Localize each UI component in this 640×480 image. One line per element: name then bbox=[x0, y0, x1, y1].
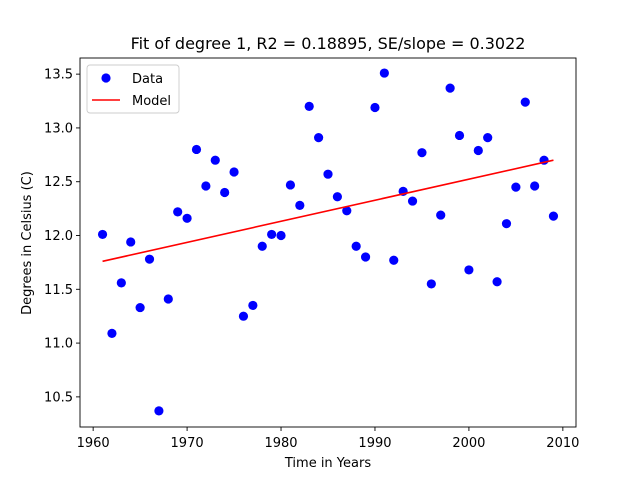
data-point bbox=[238, 311, 249, 321]
data-point bbox=[407, 196, 418, 206]
data-point bbox=[379, 68, 389, 78]
data-point bbox=[483, 133, 493, 143]
plot-area: 1960 1970 1980 1990 2000 2010 10.5 11.0 11.5 12.0… bbox=[44, 57, 579, 451]
data-point bbox=[332, 192, 342, 202]
data-point bbox=[417, 148, 427, 158]
x-tick-label: 1960 bbox=[77, 436, 110, 451]
data-point bbox=[210, 155, 220, 165]
legend: Data Model bbox=[86, 64, 180, 114]
data-point bbox=[520, 97, 530, 107]
legend-label-model: Model bbox=[132, 94, 171, 109]
data-point bbox=[426, 279, 436, 289]
legend-data-marker bbox=[101, 73, 111, 83]
x-tick-label: 2010 bbox=[546, 436, 579, 451]
data-point bbox=[97, 229, 108, 240]
y-tick-label: 10.5 bbox=[44, 390, 73, 405]
data-point bbox=[548, 211, 559, 221]
y-tick-label: 13.5 bbox=[44, 68, 73, 83]
data-point bbox=[191, 144, 202, 155]
axes-frame bbox=[79, 57, 577, 428]
data-point bbox=[201, 181, 211, 191]
data-point bbox=[351, 241, 361, 251]
y-tick-label: 12.0 bbox=[44, 229, 73, 244]
data-point bbox=[436, 210, 446, 220]
model-line bbox=[102, 159, 554, 263]
data-point bbox=[276, 230, 286, 241]
x-tick-label: 1990 bbox=[358, 436, 391, 451]
y-tick-label: 11.0 bbox=[44, 337, 73, 352]
data-point bbox=[182, 213, 192, 223]
data-point bbox=[257, 241, 267, 251]
y-axis-label: Degrees in Celsius (C) bbox=[20, 171, 35, 315]
data-point bbox=[126, 237, 136, 247]
data-point bbox=[473, 145, 483, 156]
data-point bbox=[285, 180, 296, 190]
data-point bbox=[342, 206, 352, 216]
x-tick-label: 1970 bbox=[171, 436, 204, 451]
data-point bbox=[220, 187, 230, 198]
data-point bbox=[154, 406, 164, 416]
data-point bbox=[323, 169, 333, 179]
data-point bbox=[267, 229, 277, 240]
data-point bbox=[248, 300, 258, 311]
data-point bbox=[314, 133, 324, 143]
data-point bbox=[445, 83, 455, 93]
data-point bbox=[144, 254, 155, 264]
data-point bbox=[135, 302, 145, 313]
data-point bbox=[116, 278, 126, 288]
data-point bbox=[492, 277, 502, 287]
y-tick-label: 13.0 bbox=[44, 121, 73, 136]
legend-label-data: Data bbox=[132, 72, 163, 87]
data-point bbox=[511, 182, 521, 192]
data-point bbox=[501, 219, 512, 229]
x-tick-label: 2000 bbox=[452, 436, 485, 451]
data-point bbox=[229, 167, 239, 177]
y-tick-label: 12.5 bbox=[44, 175, 73, 190]
x-axis-label: Time in Years bbox=[284, 456, 371, 471]
data-point bbox=[464, 265, 474, 275]
data-point bbox=[370, 102, 380, 113]
data-point bbox=[295, 200, 305, 210]
data-point bbox=[107, 328, 117, 339]
data-point bbox=[389, 255, 399, 265]
data-point bbox=[304, 101, 314, 112]
x-tick-label: 1980 bbox=[264, 436, 297, 451]
data-point bbox=[173, 207, 183, 217]
data-point bbox=[530, 181, 540, 191]
data-point bbox=[360, 252, 371, 262]
data-point bbox=[163, 294, 173, 304]
data-point bbox=[454, 130, 465, 141]
chart-title: Fit of degree 1, R2 = 0.18895, SE/slope … bbox=[131, 34, 526, 53]
y-tick-label: 11.5 bbox=[44, 283, 73, 298]
